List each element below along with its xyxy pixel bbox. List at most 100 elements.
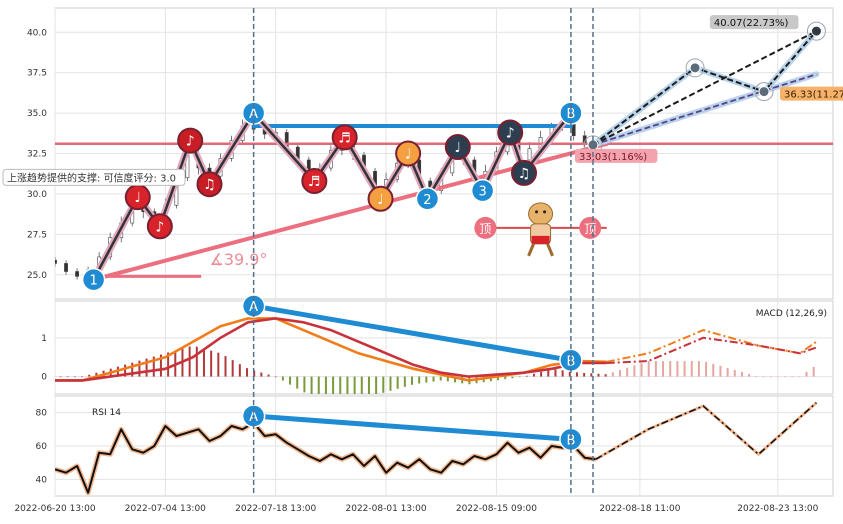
macd-histogram-bar <box>812 366 815 377</box>
macd-frame <box>54 300 834 395</box>
macd-histogram-bar <box>332 376 335 394</box>
macd-histogram-bar <box>389 376 392 391</box>
macd-histogram-bar <box>188 346 191 377</box>
price-tick-label: 30.0 <box>27 190 47 200</box>
macd-histogram-bar <box>733 369 736 377</box>
macd-histogram-bar <box>202 348 205 377</box>
macd-histogram-bar <box>798 376 801 378</box>
note-label: ♪ <box>186 134 195 150</box>
candle <box>75 271 79 277</box>
macd-histogram-bar <box>611 372 614 377</box>
forecast-label-3: 36.33(11.27%) <box>784 90 843 101</box>
compass-marker-right <box>579 216 602 239</box>
note-marker <box>331 124 358 151</box>
dog-shorts <box>531 235 550 244</box>
forecast-point-ring <box>754 82 774 102</box>
macd-histogram-bar <box>224 356 227 377</box>
forecast-label-1-bg <box>574 148 658 163</box>
note-label: ♫ <box>203 177 216 193</box>
support-label: 上涨趋势提供的支撑: 可信度评分: 3.0 <box>7 171 176 184</box>
macd-histogram-bar <box>124 364 127 377</box>
rsi-tick-label: 60 <box>36 442 48 452</box>
macd-histogram-bar <box>561 370 564 377</box>
grid-layer <box>54 7 834 497</box>
macd-histogram-bar <box>690 361 693 377</box>
macd-histogram-bar <box>253 370 256 377</box>
macd-histogram-bar <box>432 376 435 382</box>
macd-histogram-bar <box>454 376 457 383</box>
macd-histogram-bar <box>740 371 743 377</box>
x-tick-label: 2022-08-15 09:00 <box>456 504 537 514</box>
macd-histogram-bar <box>504 376 507 380</box>
macd-histogram-bar <box>246 368 249 377</box>
price-tick-label: 37.5 <box>27 69 47 79</box>
price-tick-label: 40.0 <box>27 28 47 38</box>
dog-leg-right <box>546 243 554 257</box>
macd-histogram-bar <box>425 376 428 383</box>
macd-histogram-bar <box>439 376 442 381</box>
macd-histogram-bar <box>267 374 270 377</box>
macd-histogram-bar <box>597 373 600 377</box>
note-label: ♪ <box>506 125 515 141</box>
forecast-line-lower <box>592 73 817 146</box>
macd-histogram-bar <box>403 376 406 387</box>
dog-eye <box>543 210 547 214</box>
compass-label-left: 顶 <box>479 222 491 236</box>
wave-label: 1 <box>89 274 97 289</box>
macd-histogram-bar <box>195 346 198 377</box>
rsi-panel <box>55 401 818 496</box>
wave-marker <box>415 187 440 211</box>
note-marker <box>511 159 538 186</box>
dog-head <box>528 202 554 226</box>
candle <box>571 122 576 137</box>
note-label: ♬ <box>338 130 351 146</box>
note-label: ♩ <box>454 140 461 156</box>
rsi-forecast-line <box>595 402 817 460</box>
macd-histogram-bar <box>712 363 715 377</box>
macd-dea-line <box>55 317 607 382</box>
macd-histogram-bar <box>683 361 686 377</box>
macd-histogram-bar <box>654 361 657 377</box>
macd-histogram-bar <box>511 376 514 379</box>
macd-histogram-bar <box>260 372 263 377</box>
macd-histogram-bar <box>525 375 528 377</box>
price-tick-label: 27.5 <box>27 230 47 240</box>
macd-histogram-bar <box>647 361 650 377</box>
macd-histogram-bar <box>81 376 84 378</box>
macd-histogram-bar <box>317 376 320 394</box>
price-tick-label: 25.0 <box>27 271 47 281</box>
macd-histogram-bar <box>568 371 571 377</box>
macd-histogram-bar <box>159 354 162 377</box>
macd-panel <box>55 317 817 394</box>
macd-histogram-bar <box>152 356 155 377</box>
macd-histogram-bar <box>289 376 292 385</box>
rsi-tick-label: 40 <box>36 475 48 485</box>
compass-marker-left <box>474 216 497 239</box>
wave-marker <box>81 267 106 292</box>
macd-histogram-bar <box>274 376 277 378</box>
macd-histogram-bar <box>547 369 550 377</box>
x-tick-label: 2022-08-23 13:00 <box>737 504 818 514</box>
macd-histogram-bar <box>540 371 543 377</box>
macd-histogram-bar <box>518 376 521 378</box>
macd-histogram-bar <box>697 361 700 377</box>
macd-histogram-bar <box>396 376 399 389</box>
note-marker <box>196 171 223 198</box>
macd-histogram-bar <box>640 363 643 377</box>
macd-histogram-bar <box>339 376 342 394</box>
forecast-label-3-bg <box>780 86 843 101</box>
note-marker <box>146 213 173 240</box>
macd-histogram-bar <box>66 376 69 378</box>
forecast-point-ring <box>685 58 705 78</box>
macd-dea-forecast <box>606 336 817 364</box>
axes-layer: 2022-06-20 13:00 2022-07-04 13:00 2022-07-… <box>14 8 819 514</box>
note-marker <box>444 134 471 161</box>
macd-histogram-bar <box>583 372 586 377</box>
macd-histogram-bar <box>73 376 76 378</box>
macd-histogram-bar <box>281 376 284 381</box>
macd-histogram-bar <box>554 369 557 377</box>
macd-histogram-bar <box>145 358 148 377</box>
forecast-label-1: 33.03(1.16%) <box>579 152 647 163</box>
macd-histogram-bar <box>776 376 779 378</box>
